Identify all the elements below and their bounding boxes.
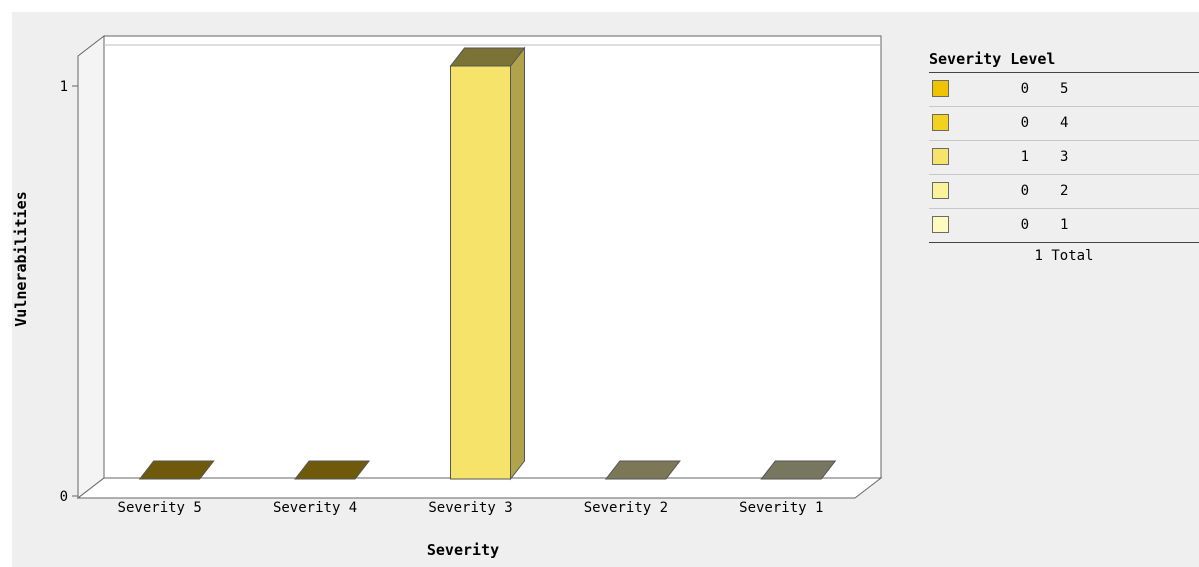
legend-count: 0: [1020, 81, 1029, 97]
x-tick-label: Severity 5: [118, 500, 202, 516]
x-labels-group: Severity 5 Severity 4 Severity 3 Severity 2…: [118, 500, 824, 516]
legend-level: 3: [1060, 149, 1069, 165]
y-axis-title: Vulnerabilities: [12, 191, 30, 326]
bar: [294, 460, 371, 480]
y-tick-label: 1: [60, 79, 68, 95]
x-tick-label: Severity 1: [739, 500, 823, 516]
legend-level: 5: [1060, 81, 1069, 97]
y-ticks-group: 01: [60, 79, 78, 505]
bar-top: [760, 460, 837, 480]
legend-swatch: [932, 148, 949, 165]
legend-title: Severity Level: [929, 48, 1199, 73]
legend-swatch: [932, 182, 949, 199]
bars-group: [138, 46, 837, 481]
bar: [449, 46, 526, 481]
y-tick-label: 0: [60, 489, 68, 505]
bar: [760, 460, 837, 480]
x-tick-label: Severity 3: [428, 500, 512, 516]
legend-count: 0: [1020, 115, 1029, 131]
x-tick-label: Severity 2: [584, 500, 668, 516]
legend-level: 1: [1060, 217, 1069, 233]
bar-top: [294, 460, 371, 480]
bar-side: [510, 46, 525, 481]
bar-chart: 01 Severity 5 Severity 4 Severity 3 Severit…: [12, 34, 883, 559]
legend-level: 4: [1060, 115, 1069, 131]
bar-top: [604, 460, 681, 480]
legend-swatch: [932, 216, 949, 233]
legend-swatch: [932, 114, 949, 131]
legend-level: 2: [1060, 183, 1069, 199]
floor: [76, 477, 883, 499]
bar-front: [450, 65, 511, 480]
bar: [604, 460, 681, 480]
x-tick-label: Severity 4: [273, 500, 357, 516]
legend-count: 1: [1020, 149, 1029, 165]
bar-top: [449, 47, 526, 67]
legend-count: 0: [1020, 217, 1029, 233]
legend-swatch: [932, 80, 949, 97]
x-axis-title: Severity: [427, 541, 499, 559]
legend-total: 1 Total: [1034, 248, 1094, 264]
legend-count: 0: [1020, 183, 1029, 199]
bar-top: [138, 460, 215, 480]
bar: [138, 460, 215, 480]
side-wall: [77, 34, 105, 500]
